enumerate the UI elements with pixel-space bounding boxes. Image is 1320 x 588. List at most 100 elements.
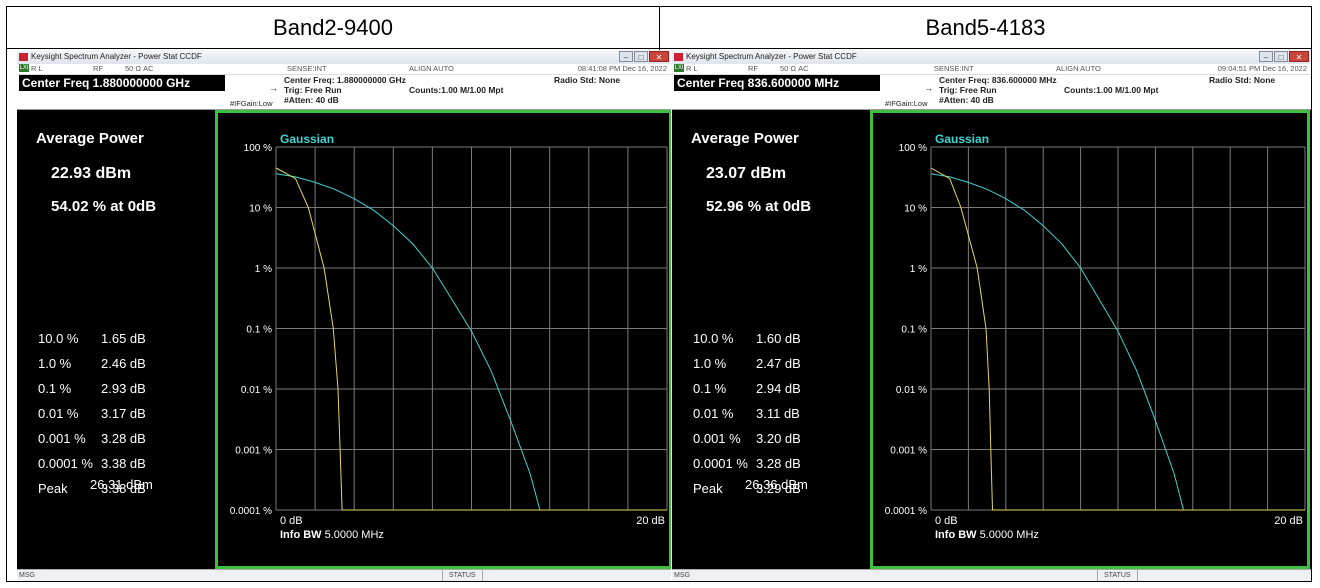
msg-label: MSG bbox=[674, 572, 690, 579]
stat-probability: 0.1 % bbox=[693, 381, 727, 396]
align-indicator: ALIGN AUTO bbox=[1056, 64, 1101, 73]
radio-std-setting: Radio Std: None bbox=[1209, 75, 1276, 85]
close-button[interactable]: ✕ bbox=[649, 51, 669, 62]
stat-probability: 10.0 % bbox=[38, 331, 79, 346]
stats-panel: Average Power 22.93 dBm 54.02 % at 0dB 1… bbox=[17, 110, 213, 569]
ref-level-indicator: R L bbox=[686, 64, 698, 73]
settings-info: Center Freq: 1.880000000 GHz Trig: Free … bbox=[284, 75, 406, 105]
stat-value: 2.46 dB bbox=[101, 356, 146, 371]
ifgain-setting: #IFGain:Low bbox=[885, 99, 928, 108]
y-tick-label: 0.1 % bbox=[901, 325, 927, 336]
comparison-table: Band2-9400 Band5-4183 Keysight Spectrum … bbox=[6, 6, 1312, 582]
stat-value: 3.38 dB bbox=[101, 481, 146, 496]
info-bw-label: Info BW bbox=[280, 529, 325, 541]
minimize-button[interactable]: – bbox=[619, 51, 633, 62]
average-power-value: 22.93 dBm bbox=[51, 165, 132, 182]
align-indicator: ALIGN AUTO bbox=[409, 64, 454, 73]
datetime: 08:41:08 PM Dec 16, 2022 bbox=[577, 64, 667, 73]
stat-value: 1.65 dB bbox=[101, 331, 146, 346]
stat-probability: 0.01 % bbox=[693, 406, 734, 421]
stat-row: 0.1 % 2.94 dB bbox=[672, 381, 868, 401]
stat-value: 3.17 dB bbox=[101, 406, 146, 421]
column-header-left: Band2-9400 bbox=[7, 7, 659, 49]
measured-ccdf-curve bbox=[930, 167, 1305, 511]
stat-row: Peak 3.38 dB bbox=[17, 481, 213, 501]
stat-value: 3.29 dB bbox=[756, 481, 801, 496]
center-freq-display[interactable]: Center Freq 1.880000000 GHz bbox=[19, 75, 225, 91]
stat-value: 3.28 dB bbox=[756, 456, 801, 471]
measurement-bar: LXI R L RF 50 Ω AC SENSE:INT ALIGN AUTO … bbox=[17, 64, 671, 110]
status-line: LXI R L RF 50 Ω AC SENSE:INT ALIGN AUTO … bbox=[672, 64, 1311, 75]
stat-probability: 1.0 % bbox=[38, 356, 72, 371]
analyzer-screen: Average Power 22.93 dBm 54.02 % at 0dB 1… bbox=[17, 110, 671, 569]
analyzer-screen: Average Power 23.07 dBm 52.96 % at 0dB 1… bbox=[672, 110, 1311, 569]
column-header-right: Band5-4183 bbox=[660, 7, 1311, 49]
stat-probability: Peak bbox=[693, 481, 723, 496]
stat-value: 3.11 dB bbox=[756, 406, 800, 421]
maximize-button[interactable]: □ bbox=[1274, 51, 1288, 62]
rf-indicator: RF bbox=[748, 64, 758, 73]
y-tick-label: 1 % bbox=[255, 264, 272, 275]
stat-row: 0.001 % 3.20 dB bbox=[672, 431, 868, 451]
window-controls: – □ ✕ bbox=[619, 51, 669, 62]
average-power-title: Average Power bbox=[691, 130, 799, 147]
stat-value: 3.28 dB bbox=[101, 431, 146, 446]
ccdf-plot: 100 % 10 % 1 % 0.1 % 0.01 % 0.001 % 0.0001 % 0 … bbox=[885, 132, 1306, 541]
x-start-label: 0 dB bbox=[935, 515, 958, 527]
stat-value: 2.47 dB bbox=[756, 356, 801, 371]
stat-row: 10.0 % 1.65 dB bbox=[17, 331, 213, 351]
ifgain-setting: #IFGain:Low bbox=[230, 99, 273, 108]
gaussian-curve bbox=[930, 173, 1184, 511]
y-tick-label: 0.1 % bbox=[246, 325, 272, 336]
stat-value: 3.20 dB bbox=[756, 431, 801, 446]
radio-std-setting: Radio Std: None bbox=[554, 75, 621, 85]
y-tick-label: 10 % bbox=[249, 204, 272, 215]
trigger-setting: Trig: Free Run bbox=[939, 85, 997, 95]
info-bw-value: 5.0000 MHz bbox=[325, 529, 384, 541]
lxi-icon: LXI bbox=[674, 64, 684, 72]
trigger-arrow-icon: → bbox=[269, 83, 278, 93]
y-tick-label: 0.001 % bbox=[890, 446, 927, 457]
stat-value: 1.60 dB bbox=[756, 331, 801, 346]
counts-setting: Counts:1.00 M/1.00 Mpt bbox=[409, 85, 504, 95]
rf-indicator: RF bbox=[93, 64, 103, 73]
info-bw-label: Info BW bbox=[935, 529, 980, 541]
counts-setting: Counts:1.00 M/1.00 Mpt bbox=[1064, 85, 1159, 95]
stat-row: 0.001 % 3.28 dB bbox=[17, 431, 213, 451]
average-percent: 54.02 % at 0dB bbox=[51, 198, 157, 215]
x-end-label: 20 dB bbox=[636, 515, 665, 527]
minimize-button[interactable]: – bbox=[1259, 51, 1273, 62]
impedance-indicator: 50 Ω AC bbox=[125, 64, 154, 73]
x-start-label: 0 dB bbox=[280, 515, 303, 527]
y-tick-label: 0.01 % bbox=[241, 385, 272, 396]
window-title: Keysight Spectrum Analyzer - Power Stat … bbox=[31, 52, 202, 61]
analyzer-window-left: Keysight Spectrum Analyzer - Power Stat … bbox=[17, 50, 671, 581]
stat-probability: 0.0001 % bbox=[693, 456, 748, 471]
stat-row: 1.0 % 2.46 dB bbox=[17, 356, 213, 376]
stat-value: 3.38 dB bbox=[101, 456, 146, 471]
stat-row: 0.01 % 3.17 dB bbox=[17, 406, 213, 426]
info-bw: Info BW 5.0000 MHz bbox=[280, 529, 384, 541]
sense-indicator: SENSE:INT bbox=[934, 64, 974, 73]
stat-row: 10.0 % 1.60 dB bbox=[672, 331, 868, 351]
trigger-setting: Trig: Free Run bbox=[284, 85, 342, 95]
window-controls: – □ ✕ bbox=[1259, 51, 1309, 62]
status-label[interactable]: STATUS bbox=[442, 570, 483, 581]
app-icon bbox=[19, 53, 28, 61]
average-percent: 52.96 % at 0dB bbox=[706, 198, 812, 215]
status-label[interactable]: STATUS bbox=[1097, 570, 1138, 581]
stat-row: 0.01 % 3.11 dB bbox=[672, 406, 868, 426]
stat-probability: 0.01 % bbox=[38, 406, 79, 421]
gaussian-label: Gaussian bbox=[280, 132, 334, 146]
gaussian-curve bbox=[275, 173, 541, 511]
stat-row: 0.1 % 2.93 dB bbox=[17, 381, 213, 401]
close-button[interactable]: ✕ bbox=[1289, 51, 1309, 62]
msg-label: MSG bbox=[19, 572, 35, 579]
maximize-button[interactable]: □ bbox=[634, 51, 648, 62]
average-power-value: 23.07 dBm bbox=[706, 165, 787, 182]
y-tick-label: 0.0001 % bbox=[885, 506, 927, 517]
gaussian-label: Gaussian bbox=[935, 132, 989, 146]
stat-probability: 0.1 % bbox=[38, 381, 72, 396]
center-freq-display[interactable]: Center Freq 836.600000 MHz bbox=[674, 75, 880, 91]
y-tick-label: 0.001 % bbox=[235, 446, 272, 457]
